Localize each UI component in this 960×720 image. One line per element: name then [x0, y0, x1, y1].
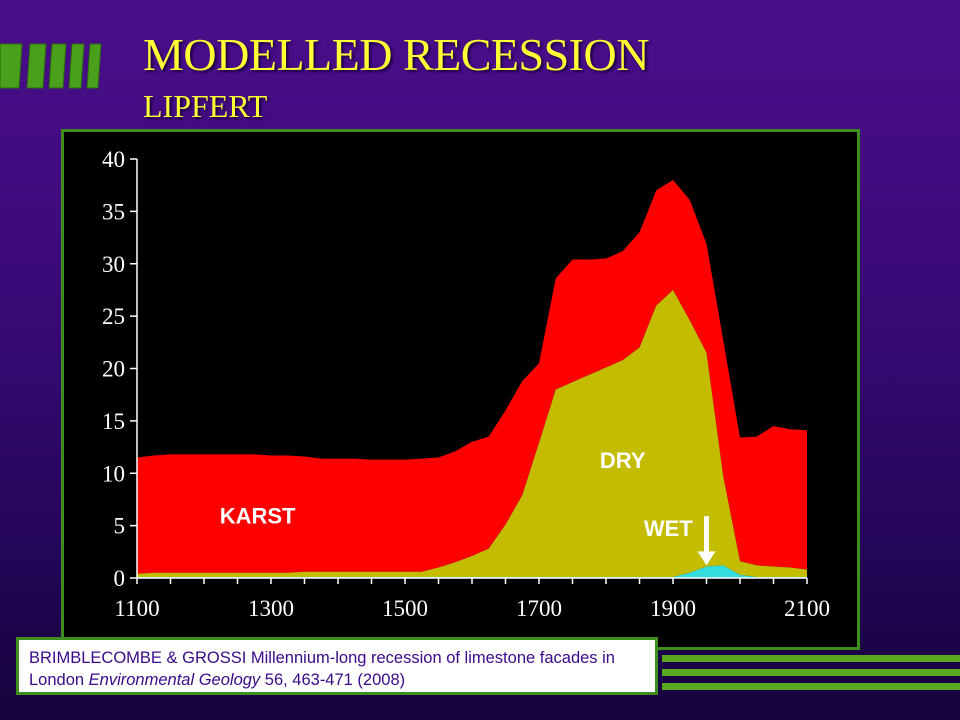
- decorative-green-stripes: [662, 655, 960, 695]
- recession-area-chart: 0 5 10 15 20 25 30 35 40 1100 1300 1500 1700 1900 2100…: [102, 147, 830, 621]
- green-bar: [68, 43, 85, 89]
- reference-authors-title: BRIMBLECOMBE & GROSSI Millennium-long re…: [29, 649, 615, 689]
- y-tick-label: 25: [102, 304, 125, 329]
- y-tick-label: 0: [114, 566, 126, 591]
- tick-labels-layer: 0 5 10 15 20 25 30 35 40 1100 1300 1500 1700 1900 2100: [102, 147, 830, 621]
- green-bar: [48, 43, 67, 89]
- reference-citation: 56, 463-471 (2008): [264, 671, 406, 689]
- y-tick-label: 20: [102, 357, 125, 382]
- green-stripe: [662, 669, 960, 676]
- label-dry: DRY: [600, 448, 646, 473]
- green-stripe: [662, 683, 960, 690]
- x-tick-label: 1100: [114, 596, 159, 621]
- area-karst: [137, 179, 807, 574]
- axes-layer: [130, 158, 808, 584]
- area-layer: [137, 179, 807, 578]
- y-tick-label: 5: [114, 514, 126, 539]
- y-tick-label: 40: [102, 147, 125, 172]
- y-tick-label: 30: [102, 252, 125, 277]
- green-bar: [86, 43, 102, 89]
- reference-journal: Environmental Geology: [88, 671, 261, 689]
- x-tick-label: 1900: [650, 596, 696, 621]
- x-tick-label: 1700: [516, 596, 562, 621]
- area-dry: [137, 289, 807, 577]
- wet-arrow: [697, 516, 716, 566]
- x-tick-label: 2100: [784, 596, 830, 621]
- decorative-green-bars: [0, 43, 102, 89]
- green-bar: [26, 43, 47, 89]
- y-tick-label: 10: [102, 461, 125, 486]
- reference-box: BRIMBLECOMBE & GROSSI Millennium-long re…: [16, 637, 658, 695]
- annotations-layer: KARST DRY WET: [220, 448, 716, 566]
- green-bar: [0, 43, 23, 89]
- slide-subtitle: LIPFERT: [143, 88, 268, 124]
- wet-arrow-head: [697, 551, 716, 566]
- green-stripe: [662, 655, 960, 662]
- y-tick-label: 35: [102, 199, 125, 224]
- chart-frame: 0 5 10 15 20 25 30 35 40 1100 1300 1500 1700 1900 2100…: [61, 129, 860, 650]
- area-wet: [137, 565, 807, 578]
- slide-title: MODELLED RECESSION: [143, 29, 649, 80]
- label-wet: WET: [644, 516, 693, 541]
- label-karst: KARST: [220, 504, 296, 529]
- x-tick-label: 1500: [382, 596, 428, 621]
- x-tick-label: 1300: [248, 596, 294, 621]
- y-tick-label: 15: [102, 409, 125, 434]
